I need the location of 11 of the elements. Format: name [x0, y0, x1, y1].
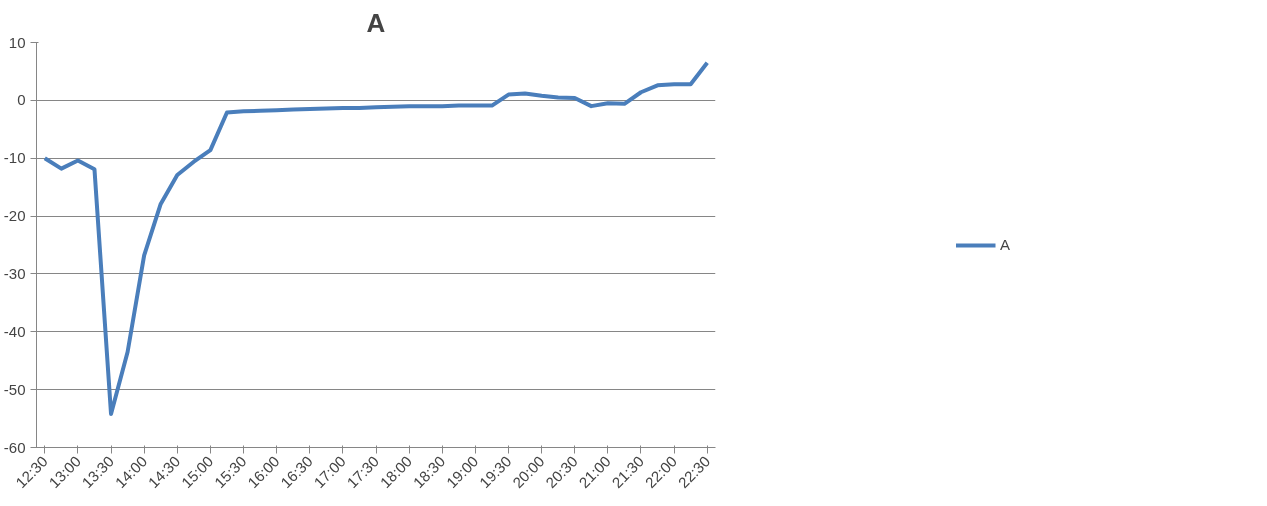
y-tick-label: -50 [3, 380, 26, 398]
y-tick-label: -10 [3, 149, 26, 167]
line-series [42, 60, 710, 416]
y-tick-label: 10 [8, 33, 26, 51]
y-tick-label: -60 [3, 438, 26, 456]
y-tick-label: -40 [3, 322, 26, 340]
chart-title: A [366, 7, 386, 38]
y-tick-label: -20 [3, 207, 26, 225]
y-tick-label: -30 [3, 264, 26, 282]
y-tick-label: 0 [17, 91, 26, 109]
legend-label: A [1000, 236, 1011, 253]
